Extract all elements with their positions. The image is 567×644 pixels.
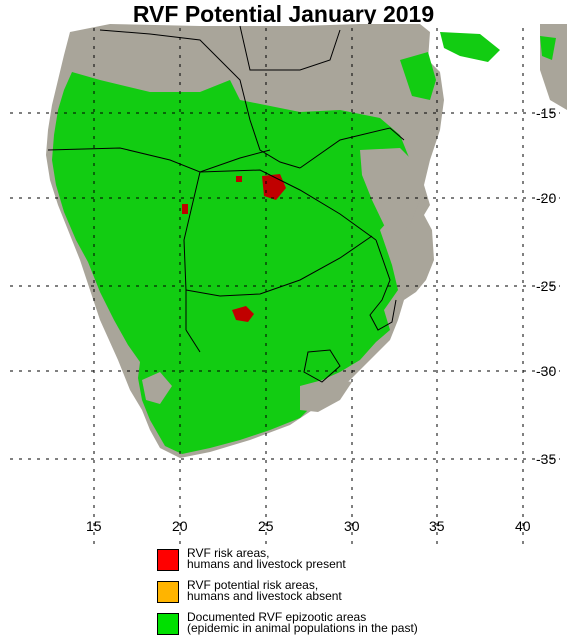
epizootic-madagascar: [540, 36, 556, 60]
lon-label-15: 15: [86, 518, 102, 534]
legend-item-risk-absent: RVF potential risk areas, humans and liv…: [157, 578, 557, 611]
epizootic-north: [440, 32, 500, 62]
land-patch-southwest: [142, 372, 172, 404]
lat-label-25: -25: [536, 278, 556, 294]
legend-swatch-green: [157, 613, 179, 635]
legend-line: (epidemic in animal populations in the p…: [187, 621, 418, 635]
legend-line: RVF potential risk areas,: [187, 578, 319, 592]
lat-label-15: -15: [536, 105, 556, 121]
legend-text: RVF potential risk areas, humans and liv…: [187, 578, 342, 603]
risk-area-south-africa: [232, 306, 254, 322]
legend-line: humans and livestock present: [187, 557, 346, 571]
lon-label-40: 40: [515, 518, 531, 534]
epizootic-northeast: [400, 52, 436, 100]
land-patch-southeast: [300, 378, 352, 412]
legend-line: RVF risk areas,: [187, 546, 270, 560]
legend-swatch-orange: [157, 581, 179, 603]
legend-swatch-red: [157, 549, 179, 571]
map-legend: RVF risk areas, humans and livestock pre…: [157, 546, 557, 644]
lon-label-25: 25: [258, 518, 274, 534]
lon-label-20: 20: [172, 518, 188, 534]
legend-item-risk-present: RVF risk areas, humans and livestock pre…: [157, 546, 557, 579]
risk-area-small-2: [236, 176, 242, 182]
legend-text: Documented RVF epizootic areas (epidemic…: [187, 610, 418, 635]
lat-label-35: -35: [536, 451, 556, 467]
lon-label-35: 35: [429, 518, 445, 534]
lat-label-30: -30: [536, 363, 556, 379]
lat-label-20: -20: [536, 190, 556, 206]
map-title: RVF Potential January 2019: [132, 1, 435, 27]
legend-line: Documented RVF epizootic areas: [187, 610, 367, 624]
legend-line: humans and livestock absent: [187, 589, 342, 603]
country-borders: [47, 25, 405, 383]
legend-item-epizootic: Documented RVF epizootic areas (epidemic…: [157, 610, 557, 643]
land-patch-east: [360, 148, 422, 235]
lon-label-30: 30: [344, 518, 360, 534]
epizootic-area: [52, 72, 410, 454]
coordinate-grid: [10, 28, 560, 545]
legend-text: RVF risk areas, humans and livestock pre…: [187, 546, 346, 571]
risk-area-small-1: [182, 204, 188, 214]
